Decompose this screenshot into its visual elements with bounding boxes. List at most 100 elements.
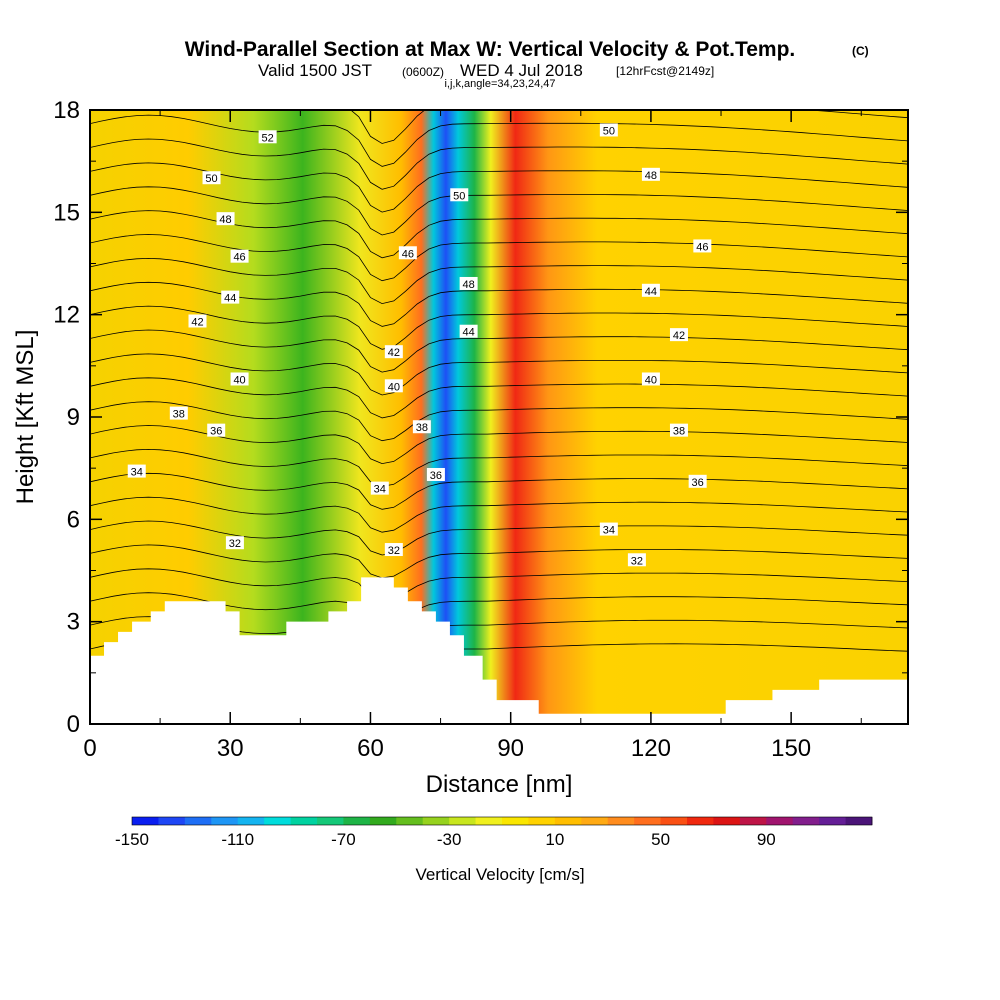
theta-label: 34 xyxy=(127,464,146,479)
theta-contour-labels: 52 50 48 46 44 42 40 38 36 34 32 46 42 40 38 36 34 32 50 48… xyxy=(127,123,712,567)
colorbar-ticks: -150 -110 -70 -30 10 50 90 xyxy=(115,830,776,849)
y-tick-label: 15 xyxy=(53,199,80,226)
theta-label: 38 xyxy=(669,423,688,438)
colorbar-swatch xyxy=(290,817,318,825)
theta-contour-line xyxy=(90,162,908,213)
chart-title: Wind-Parallel Section at Max W: Vertical… xyxy=(185,38,796,61)
theta-contour-line xyxy=(90,305,908,350)
theta-label-text: 40 xyxy=(233,374,245,386)
theta-label-text: 32 xyxy=(388,545,400,557)
theta-contour-line xyxy=(90,496,908,533)
x-tick-label: 120 xyxy=(631,735,671,762)
colorbar-swatch xyxy=(422,817,450,825)
theta-label: 48 xyxy=(641,167,660,182)
theta-label: 44 xyxy=(641,283,660,298)
colorbar-swatch xyxy=(343,817,371,825)
theta-contour-line xyxy=(90,544,908,579)
theta-label: 46 xyxy=(693,239,712,253)
y-tick-label: 3 xyxy=(67,609,80,636)
theta-label-text: 44 xyxy=(645,286,657,298)
y-tick-label: 0 xyxy=(67,711,80,738)
theta-label-text: 52 xyxy=(261,132,273,144)
theta-label-text: 50 xyxy=(453,190,465,202)
y-tick-label: 6 xyxy=(67,506,80,533)
theta-label: 36 xyxy=(207,423,226,438)
theta-contour-line xyxy=(90,138,908,190)
x-tick-label: 150 xyxy=(771,735,811,762)
colorbar-swatch xyxy=(317,817,344,825)
subtitle-utc: (0600Z) xyxy=(402,65,444,79)
theta-label-text: 50 xyxy=(603,125,615,137)
theta-contour-line xyxy=(90,234,908,282)
theta-label: 32 xyxy=(225,536,244,550)
colorbar-swatch xyxy=(211,817,239,825)
colorbar-swatch xyxy=(132,817,159,825)
theta-label: 50 xyxy=(599,123,618,137)
theta-label: 34 xyxy=(599,522,618,537)
theta-contour-line xyxy=(90,186,908,236)
colorbar-swatch xyxy=(449,817,476,825)
theta-contour-line xyxy=(90,329,908,373)
colorbar-swatch xyxy=(634,817,661,825)
x-tick-label: 30 xyxy=(217,735,244,762)
theta-label: 36 xyxy=(426,467,445,482)
theta-label-text: 36 xyxy=(692,477,704,489)
colorbar-swatch xyxy=(792,817,820,825)
theta-contour-line xyxy=(90,114,908,167)
theta-label-text: 48 xyxy=(462,279,474,291)
theta-label-text: 50 xyxy=(205,173,217,185)
theta-label-text: 48 xyxy=(219,214,231,226)
theta-contour-line xyxy=(90,472,908,510)
colorbar-swatch xyxy=(158,817,186,825)
theta-label-text: 40 xyxy=(388,381,400,393)
theta-label-text: 42 xyxy=(673,330,685,342)
theta-label-text: 32 xyxy=(631,555,643,567)
colorbar-swatch xyxy=(713,817,741,825)
theta-contour-line xyxy=(90,401,908,442)
theta-label: 32 xyxy=(384,543,403,557)
colorbar-swatch xyxy=(687,817,714,825)
y-axis-label: Height [Kft MSL] xyxy=(12,330,39,505)
x-axis-label: Distance [nm] xyxy=(426,771,573,798)
theta-label: 36 xyxy=(688,474,707,489)
colorbar-swatch xyxy=(739,817,767,825)
colorbar-swatch xyxy=(264,817,291,825)
colorbar-tick-label: 50 xyxy=(651,830,670,849)
colorbar-swatch xyxy=(607,817,635,825)
y-tick-label: 18 xyxy=(53,97,80,124)
theta-label: 44 xyxy=(459,324,478,339)
colorbar-swatch xyxy=(369,817,397,825)
colorbar-swatch xyxy=(184,817,212,825)
theta-label: 42 xyxy=(669,328,688,342)
subtitle-forecast: [12hrFcst@2149z] xyxy=(616,64,714,78)
colorbar-label: Vertical Velocity [cm/s] xyxy=(415,865,584,884)
theta-contour-line xyxy=(90,568,908,602)
theta-label-text: 42 xyxy=(191,316,203,328)
theta-label: 40 xyxy=(384,379,403,393)
theta-label-text: 44 xyxy=(224,293,236,305)
theta-label-text: 46 xyxy=(696,241,708,253)
theta-label-text: 42 xyxy=(388,347,400,359)
theta-contour-line xyxy=(90,353,908,396)
theta-label-text: 46 xyxy=(402,248,414,260)
theta-label-text: 32 xyxy=(229,538,241,550)
x-tick-label: 0 xyxy=(83,735,96,762)
theta-label: 50 xyxy=(202,171,221,185)
theta-label: 42 xyxy=(188,314,207,328)
theta-label-text: 34 xyxy=(603,525,615,537)
colorbar-swatch xyxy=(581,817,609,825)
theta-contour-line xyxy=(90,592,908,625)
chart-title-tag: (C) xyxy=(852,44,869,58)
colorbar-tick-label: -70 xyxy=(331,830,356,849)
theta-label: 52 xyxy=(258,130,277,144)
y-tick-label: 9 xyxy=(67,404,80,431)
theta-label-text: 34 xyxy=(131,467,143,479)
colorbar-tick-label: -30 xyxy=(437,830,462,849)
theta-label: 46 xyxy=(398,246,417,260)
theta-label: 40 xyxy=(230,372,249,386)
colorbar-swatch xyxy=(766,817,794,825)
theta-label-text: 36 xyxy=(210,426,222,438)
theta-label-text: 38 xyxy=(173,409,185,421)
colorbar xyxy=(131,816,873,826)
